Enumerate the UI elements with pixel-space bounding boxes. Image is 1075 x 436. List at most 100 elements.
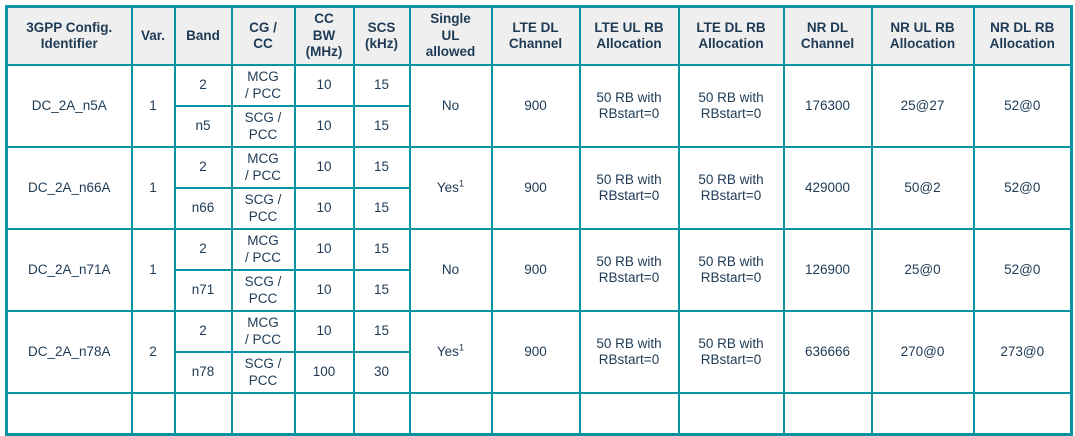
cell-empty — [490, 392, 581, 436]
cell-lte-dl-rb: 50 RB with RBstart=0 — [677, 310, 785, 394]
cell-cc-bw: 10 — [293, 105, 355, 148]
table-row: DC_2A_n66A 1 2 MCG / PCC 10 15 Yes1 900 … — [5, 146, 1073, 230]
cell-lte-ul-rb: 50 RB with RBstart=0 — [578, 146, 680, 230]
cell-band: n66 — [173, 187, 233, 230]
col-header-nr-dl-rb: NR DL RB Allocation — [972, 5, 1073, 66]
config-table-container: 3GPP Config. Identifier Var. Band CG / C… — [5, 5, 1073, 436]
col-header-lte-dl-rb: LTE DL RB Allocation — [677, 5, 785, 66]
cell-lte-dl-channel: 900 — [490, 228, 581, 312]
cell-cg-cc: MCG / PCC — [230, 310, 296, 353]
cell-lte-dl-rb: 50 RB with RBstart=0 — [677, 228, 785, 312]
cell-nr-dl-rb: 52@0 — [972, 228, 1073, 312]
cell-single-ul: Yes1 — [408, 310, 493, 394]
table-row: n5 SCG / PCC 10 15 — [7, 105, 1072, 148]
cell-scs: 30 — [352, 351, 411, 394]
table-row: DC_2A_n71A 1 2 MCG / PCC 10 15 No 900 50… — [5, 228, 1073, 312]
cell-lte-dl-rb: 50 RB with RBstart=0 — [677, 64, 785, 148]
cell-empty — [173, 392, 233, 436]
cell-cc-bw: 10 — [293, 64, 355, 107]
cell-nr-dl-channel: 636666 — [782, 310, 873, 394]
single-ul-value: No — [441, 261, 460, 277]
cell-lte-dl-channel: 900 — [490, 146, 581, 230]
cell-cg-cc: SCG / PCC — [230, 269, 296, 312]
cell-band: 2 — [173, 310, 233, 353]
cell-scs: 15 — [352, 269, 411, 312]
config-table: 3GPP Config. Identifier Var. Band CG / C… — [5, 5, 1073, 436]
cell-identifier: DC_2A_n71A — [5, 228, 133, 312]
col-header-lte-dl-channel: LTE DL Channel — [490, 5, 581, 66]
single-ul-value: Yes — [436, 343, 459, 359]
cell-lte-dl-channel: 900 — [490, 64, 581, 148]
cell-nr-ul-rb: 270@0 — [870, 310, 975, 394]
col-header-band: Band — [173, 5, 233, 66]
cell-empty — [5, 392, 133, 436]
cell-variant: 1 — [130, 146, 176, 230]
cell-band: 2 — [173, 64, 233, 107]
cell-lte-ul-rb: 50 RB with RBstart=0 — [578, 64, 680, 148]
cell-scs: 15 — [352, 105, 411, 148]
col-header-cg-cc: CG / CC — [230, 5, 296, 66]
cell-scs: 15 — [352, 310, 411, 353]
cell-nr-dl-channel: 176300 — [782, 64, 873, 148]
cell-nr-dl-rb: 52@0 — [972, 146, 1073, 230]
cell-empty — [230, 392, 296, 436]
cell-single-ul: No — [408, 64, 493, 148]
cell-scs: 15 — [352, 64, 411, 107]
cell-cg-cc: SCG / PCC — [230, 187, 296, 230]
col-header-single-ul: Single UL allowed — [408, 5, 493, 66]
cell-cg-cc: SCG / PCC — [230, 351, 296, 394]
cell-band: 2 — [173, 146, 233, 189]
cell-empty — [130, 392, 176, 436]
single-ul-value: Yes — [436, 179, 459, 195]
col-header-scs: SCS (kHz) — [352, 5, 411, 66]
cell-variant: 2 — [130, 310, 176, 394]
header-row: 3GPP Config. Identifier Var. Band CG / C… — [5, 5, 1073, 66]
cell-identifier: DC_2A_n66A — [5, 146, 133, 230]
cell-single-ul: No — [408, 228, 493, 312]
cell-band: n71 — [173, 269, 233, 312]
cell-variant: 1 — [130, 64, 176, 148]
cell-scs: 15 — [352, 187, 411, 230]
table-row: n66 SCG / PCC 10 15 — [7, 187, 1072, 230]
footnote-marker: 1 — [458, 178, 465, 190]
table-row: n71 SCG / PCC 10 15 — [7, 269, 1072, 312]
cell-nr-dl-rb: 52@0 — [972, 64, 1073, 148]
cell-nr-dl-rb: 273@0 — [972, 310, 1073, 394]
cell-cc-bw: 10 — [293, 310, 355, 353]
cell-identifier: DC_2A_n78A — [5, 310, 133, 394]
cell-cc-bw: 10 — [293, 228, 355, 271]
cell-cg-cc: MCG / PCC — [230, 146, 296, 189]
col-header-nr-ul-rb: NR UL RB Allocation — [870, 5, 975, 66]
cell-variant: 1 — [130, 228, 176, 312]
col-header-cc-bw: CC BW (MHz) — [293, 5, 355, 66]
cell-single-ul: Yes1 — [408, 146, 493, 230]
cell-empty — [870, 392, 975, 436]
cell-nr-dl-channel: 429000 — [782, 146, 873, 230]
cell-band: n78 — [173, 351, 233, 394]
cell-band: 2 — [173, 228, 233, 271]
cell-scs: 15 — [352, 146, 411, 189]
table-row: DC_2A_n5A 1 2 MCG / PCC 10 15 No 900 50 … — [5, 64, 1073, 148]
cell-nr-ul-rb: 50@2 — [870, 146, 975, 230]
cell-identifier: DC_2A_n5A — [5, 64, 133, 148]
cell-cg-cc: MCG / PCC — [230, 228, 296, 271]
cell-cc-bw: 10 — [293, 146, 355, 189]
cell-band: n5 — [173, 105, 233, 148]
table-row: DC_2A_n78A 2 2 MCG / PCC 10 15 Yes1 900 … — [5, 310, 1073, 394]
cell-lte-ul-rb: 50 RB with RBstart=0 — [578, 228, 680, 312]
cell-lte-ul-rb: 50 RB with RBstart=0 — [578, 310, 680, 394]
cell-nr-dl-channel: 126900 — [782, 228, 873, 312]
col-header-variant: Var. — [130, 5, 176, 66]
cell-cg-cc: SCG / PCC — [230, 105, 296, 148]
cell-nr-ul-rb: 25@27 — [870, 64, 975, 148]
cell-empty — [677, 392, 785, 436]
footnote-marker: 1 — [458, 342, 465, 354]
cell-empty — [293, 392, 355, 436]
cell-lte-dl-channel: 900 — [490, 310, 581, 394]
col-header-lte-ul-rb: LTE UL RB Allocation — [578, 5, 680, 66]
cell-empty — [972, 392, 1073, 436]
cell-scs: 15 — [352, 228, 411, 271]
cell-cg-cc: MCG / PCC — [230, 64, 296, 107]
cell-empty — [578, 392, 680, 436]
cell-empty — [782, 392, 873, 436]
